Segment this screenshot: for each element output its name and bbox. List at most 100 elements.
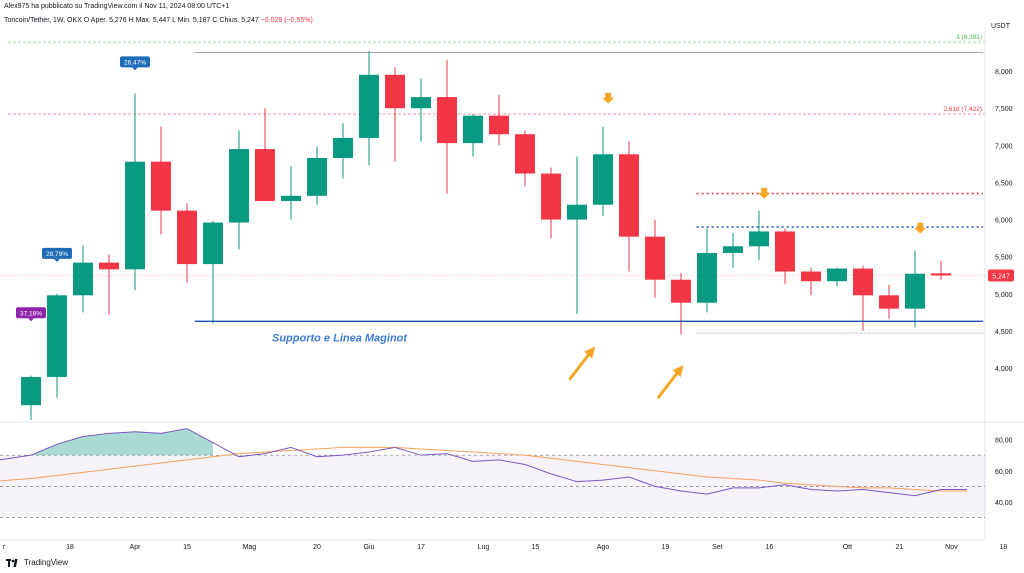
close-value: Chius. 5,247 — [219, 17, 259, 24]
candle-body[interactable] — [151, 161, 171, 211]
percent-label-pointer — [54, 258, 60, 262]
up-arrow-shaft — [657, 369, 681, 399]
price-tick-label: 4,000 — [995, 366, 1013, 373]
up-arrow-head — [672, 365, 684, 378]
candle-body[interactable] — [697, 252, 717, 303]
candle-body[interactable] — [333, 137, 353, 158]
rsi-overbought-fill — [31, 428, 213, 456]
candle-body[interactable] — [801, 271, 821, 282]
time-axis-label: 15 — [532, 544, 540, 551]
candle-body[interactable] — [411, 97, 431, 109]
percent-label-badge — [120, 56, 150, 68]
high-value: Max. 5,447 — [135, 17, 171, 24]
time-axis-label: 18 — [66, 544, 74, 551]
rsi-tick-label: 60,00 — [995, 469, 1013, 476]
price-tick-label: 5,000 — [995, 292, 1013, 299]
symbol-name[interactable]: Toncoin/Tether, 1W, OKX — [4, 17, 82, 24]
up-arrow-shaft — [568, 351, 592, 381]
price-tick-label: 7,000 — [995, 143, 1013, 150]
last-price-text: 5,247 — [992, 273, 1010, 280]
close-label: C — [212, 17, 218, 24]
low-label: L — [172, 17, 176, 24]
candle-body[interactable] — [463, 115, 483, 144]
down-arrow-marker — [758, 187, 771, 199]
candle-body[interactable] — [775, 231, 795, 272]
candle-body[interactable] — [541, 173, 561, 220]
time-axis-label: 16 — [766, 544, 774, 551]
time-axis-label: Giu — [364, 544, 375, 551]
price-tick-label: 6,500 — [995, 180, 1013, 187]
price-tick-label: 7,500 — [995, 106, 1013, 113]
support-label: Supporto e Linea Maginot — [272, 332, 408, 344]
candle-body[interactable] — [879, 295, 899, 309]
percent-label-badge — [16, 307, 46, 319]
time-axis-label: Ott — [843, 544, 852, 551]
price-tick-label: 4,500 — [995, 329, 1013, 336]
time-axis-label: Nov — [945, 544, 958, 551]
time-axis-label: Ago — [597, 544, 610, 551]
candle-body[interactable] — [307, 157, 327, 196]
candle-body[interactable] — [203, 222, 223, 265]
fib-level-label: 3 (8,391) — [956, 34, 982, 41]
time-axis-label: 20 — [313, 544, 321, 551]
candle-body[interactable] — [73, 262, 93, 296]
candle-body[interactable] — [177, 210, 197, 265]
candle-body[interactable] — [671, 279, 691, 303]
time-axis-label: 15 — [183, 544, 191, 551]
down-arrow-marker — [602, 92, 615, 104]
low-value: Min. 5,187 — [177, 17, 211, 24]
percent-label-text: 37,18% — [20, 310, 42, 317]
time-axis-label: Mag — [243, 544, 257, 551]
candle-body[interactable] — [21, 376, 41, 406]
time-axis-label: 19 — [662, 544, 670, 551]
time-axis-label: Apr — [130, 544, 142, 551]
candle-body[interactable] — [47, 295, 67, 377]
candle-body[interactable] — [905, 273, 925, 309]
percent-label-text: 26,47% — [124, 59, 146, 66]
time-axis-label: 21 — [896, 544, 904, 551]
candle-body[interactable] — [281, 195, 301, 202]
up-arrow-head — [584, 346, 596, 359]
time-axis-label: Lug — [478, 544, 490, 551]
tradingview-logo-icon — [6, 558, 20, 567]
currency-label: USDT — [991, 23, 1011, 30]
publisher-header: Alex975 ha pubblicato su TradingView.com… — [4, 3, 230, 10]
footer-brand-text[interactable]: TradingView — [24, 558, 69, 567]
candle-body[interactable] — [515, 134, 535, 174]
percent-label-pointer — [28, 318, 34, 322]
price-tick-label: 6,000 — [995, 218, 1013, 225]
change-value: −0,029 (−0,55%) — [260, 17, 313, 24]
candle-body[interactable] — [593, 154, 613, 205]
candle-body[interactable] — [645, 236, 665, 280]
rsi-tick-label: 40,00 — [995, 500, 1013, 507]
percent-label-pointer — [132, 67, 138, 71]
rsi-line — [0, 428, 967, 497]
open-value: Aper. 5,276 — [90, 17, 127, 24]
candle-body[interactable] — [749, 231, 769, 247]
candle-body[interactable] — [437, 97, 457, 144]
candle-body[interactable] — [931, 273, 951, 276]
candle-body[interactable] — [489, 115, 509, 135]
time-axis-label: r — [3, 544, 6, 551]
candle-body[interactable] — [723, 246, 743, 253]
rsi-ma-line — [0, 446, 967, 492]
candle-body[interactable] — [853, 268, 873, 296]
down-arrow-marker — [914, 222, 927, 234]
open-label: O — [83, 17, 90, 24]
candle-body[interactable] — [567, 204, 587, 220]
high-label: H — [128, 17, 134, 24]
symbol-ohlc-bar: Toncoin/Tether, 1W, OKX O Aper. 5,276 H … — [4, 17, 313, 24]
candle-body[interactable] — [229, 149, 249, 223]
candle-body[interactable] — [125, 161, 145, 270]
candle-body[interactable] — [385, 74, 405, 109]
candle-body[interactable] — [99, 262, 119, 270]
last-price-tag — [988, 269, 1014, 282]
candle-body[interactable] — [255, 149, 275, 202]
rsi-tick-label: 80,00 — [995, 438, 1013, 445]
candle-body[interactable] — [359, 74, 379, 138]
candle-body[interactable] — [827, 268, 847, 282]
footer-brand: TradingView — [6, 558, 68, 567]
candle-body[interactable] — [619, 154, 639, 237]
fib-level-label: 2,618 (7,422) — [943, 106, 982, 113]
